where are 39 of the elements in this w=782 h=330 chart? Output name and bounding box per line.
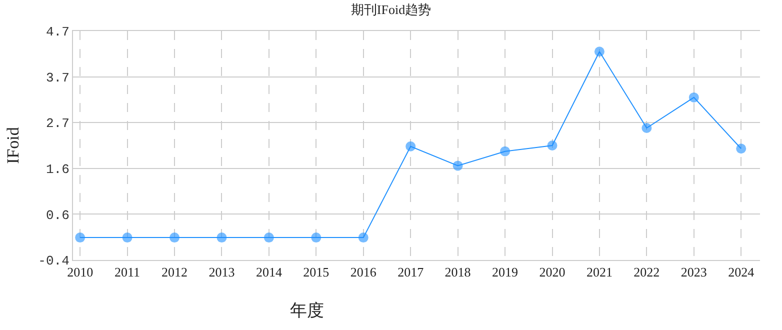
x-tick-label: 2012 [162,264,188,280]
point [688,92,699,102]
x-tick-label: 2015 [303,264,330,280]
x-tick-label: 2019 [492,264,518,280]
point [547,140,558,150]
point [358,232,368,243]
x-tick-label: 2020 [539,264,566,280]
point [452,160,463,171]
point [122,232,132,243]
x-axis-title: 年度 [290,301,324,320]
x-tick-label: 2011 [114,264,140,280]
x-tick-label: 2016 [350,264,377,280]
point [170,232,180,243]
x-tick-label: 2021 [586,264,612,280]
y-tick-label: -0.4 [38,254,70,269]
point [594,46,604,57]
x-tick-label: 2018 [444,264,471,280]
point [216,232,227,243]
point [264,232,274,243]
point [75,232,86,243]
x-tick-label: 2014 [256,264,282,280]
y-tick-label: 4.7 [46,24,70,40]
point [642,122,652,133]
point [311,232,322,243]
x-tick-label: 2024 [728,264,755,280]
y-axis-title: IFoid [4,126,23,164]
x-tick-label: 2013 [208,264,235,280]
chart-title: 期刊IFoid趋势 [350,2,432,18]
x-tick-label: 2022 [634,264,660,280]
point [406,141,416,152]
y-tick-label: 1.6 [46,162,70,177]
x-tick-label: 2023 [680,264,707,280]
x-tick-label: 2017 [398,264,424,280]
y-tick-label: 2.7 [46,116,70,132]
y-tick-label: 3.7 [46,70,70,86]
y-tick-label: 0.6 [46,208,70,223]
point [736,144,746,154]
point [500,146,510,156]
x-tick-label: 2010 [67,264,94,280]
